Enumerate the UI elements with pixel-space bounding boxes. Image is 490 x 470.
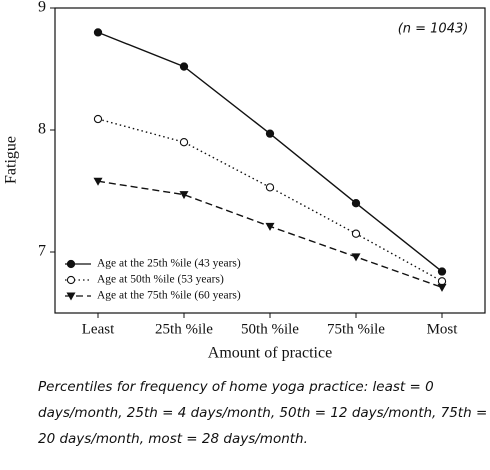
y-tick-label: 7 [38,243,46,260]
marker [179,62,189,71]
marker [437,283,447,292]
legend-label: Age at the 75th %ile (60 years) [97,290,241,302]
marker [351,199,361,208]
marker [179,138,189,147]
marker [66,275,76,285]
marker [265,183,275,192]
series-line [97,118,443,282]
x-tick-label: 50th %ile [241,321,299,337]
marker [351,253,361,262]
marker [351,229,361,238]
marker [437,277,447,286]
x-tick-label: Least [82,321,115,337]
chart: (n = 1043) Amount of practice Fatigue 7 8… [3,0,486,362]
marker [66,259,76,269]
marker [66,292,76,301]
marker [179,191,189,200]
legend-label: Age at the 25th %ile (43 years) [97,258,241,270]
marker [437,267,447,276]
x-tick-label: Most [427,321,459,337]
series-line [97,31,443,273]
marker [265,129,275,138]
y-axis-label: Fatigue [3,136,20,184]
y-tick-label: 8 [38,121,46,138]
marker [93,177,103,186]
caption: Percentiles for frequency of home yoga p… [38,379,488,447]
x-tick-label: 75th %ile [327,321,385,337]
series-line [97,180,443,289]
x-axis-label: Amount of practice [208,345,332,362]
legend-label: Age at 50th %ile (53 years) [97,274,224,286]
annotation: (n = 1043) [398,22,469,37]
annotation-box [387,16,479,42]
marker [265,222,275,231]
marker [93,114,103,124]
x-tick-label: 25th %ile [155,321,213,337]
y-tick-label: 9 [38,0,46,16]
marker [93,28,103,37]
